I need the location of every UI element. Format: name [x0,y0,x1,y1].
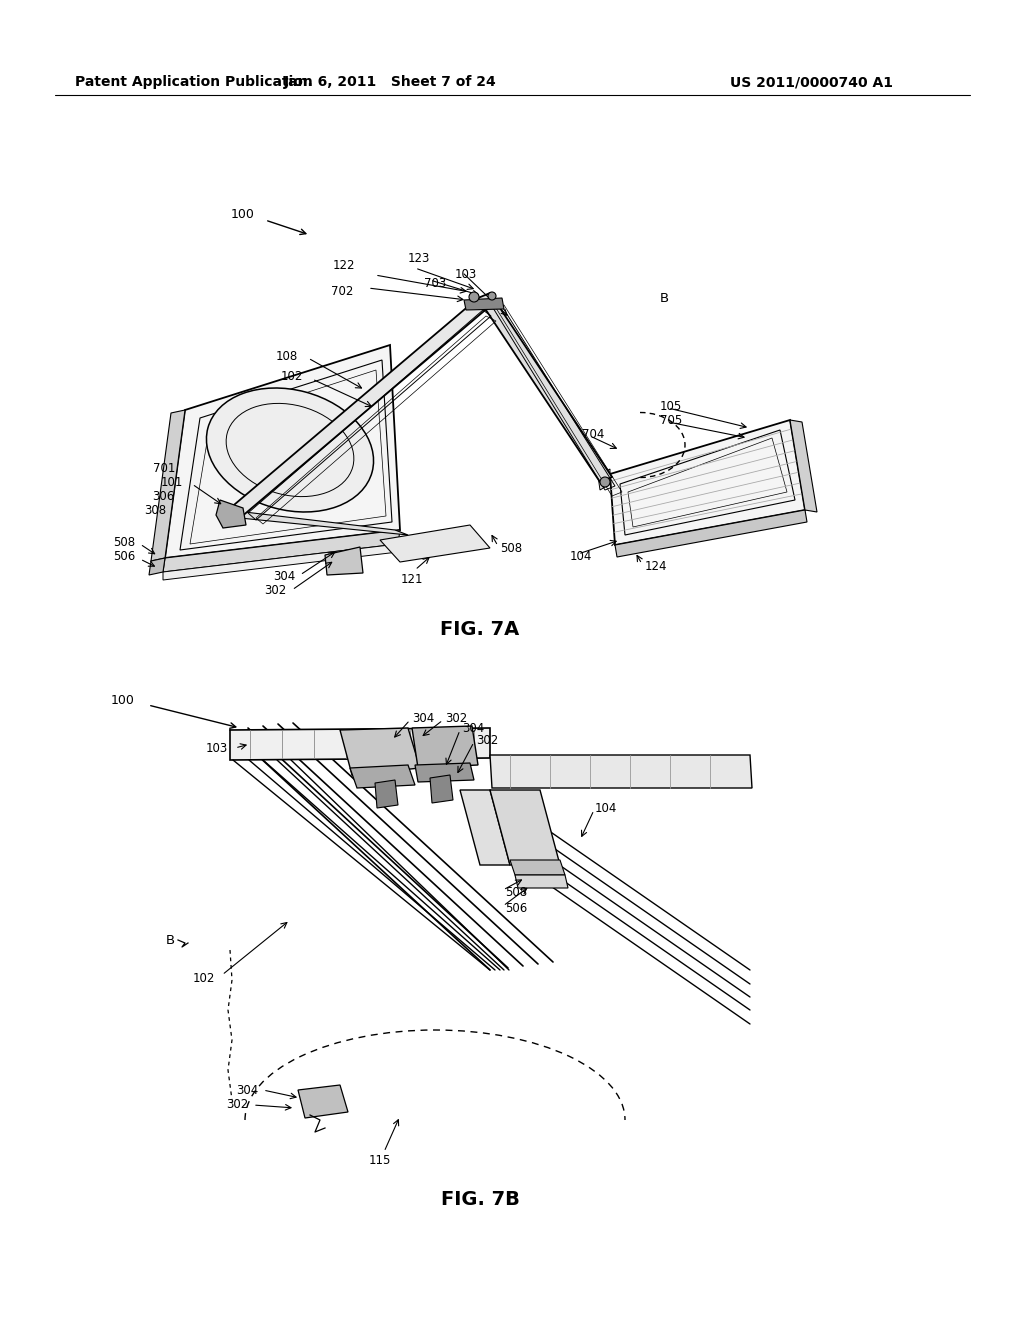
Text: 105: 105 [660,400,682,412]
Text: 306: 306 [152,490,174,503]
Polygon shape [515,875,568,888]
Text: 506: 506 [113,550,135,564]
Text: 302: 302 [445,711,467,725]
Circle shape [488,292,496,300]
Text: 103: 103 [206,742,228,755]
Text: 304: 304 [272,570,295,583]
Text: 104: 104 [595,801,617,814]
Text: 115: 115 [369,1154,391,1167]
Text: Jan. 6, 2011   Sheet 7 of 24: Jan. 6, 2011 Sheet 7 of 24 [284,75,497,88]
Text: 508: 508 [505,886,527,899]
Polygon shape [510,861,565,875]
Text: 103: 103 [455,268,477,281]
Polygon shape [478,293,612,482]
Text: B: B [166,933,175,946]
Text: 705: 705 [660,413,682,426]
Text: 304: 304 [462,722,484,734]
Polygon shape [610,420,805,545]
Circle shape [600,477,610,487]
Text: 702: 702 [331,285,353,298]
Polygon shape [228,510,408,535]
Polygon shape [350,766,415,788]
Circle shape [469,292,479,302]
Text: 302: 302 [225,1098,248,1111]
Polygon shape [216,500,246,528]
Polygon shape [230,729,490,760]
Text: 100: 100 [112,693,135,706]
Text: 304: 304 [412,711,434,725]
Polygon shape [150,558,165,576]
Text: B: B [660,292,669,305]
Text: Patent Application Publication: Patent Application Publication [75,75,312,88]
Text: 704: 704 [582,428,604,441]
Text: 123: 123 [408,252,430,265]
Polygon shape [490,755,752,788]
Polygon shape [228,298,490,517]
Text: 508: 508 [500,541,522,554]
Polygon shape [430,775,453,803]
Text: 703: 703 [424,277,446,290]
Text: 104: 104 [570,549,592,562]
Polygon shape [151,411,185,561]
Polygon shape [615,510,807,557]
Text: 508: 508 [113,536,135,549]
Polygon shape [490,789,560,865]
Polygon shape [298,1085,348,1118]
Text: 101: 101 [161,475,183,488]
Polygon shape [464,298,504,310]
Polygon shape [412,726,478,768]
Polygon shape [325,546,362,576]
Ellipse shape [207,388,374,512]
Text: 100: 100 [231,209,255,222]
Text: 124: 124 [645,560,668,573]
Polygon shape [598,469,610,490]
Polygon shape [163,544,398,579]
Polygon shape [340,729,420,775]
Text: 302: 302 [476,734,499,747]
Text: 304: 304 [236,1084,258,1097]
Text: 108: 108 [275,350,298,363]
Polygon shape [790,420,817,512]
Polygon shape [163,531,400,572]
Text: FIG. 7B: FIG. 7B [440,1191,519,1209]
Text: FIG. 7A: FIG. 7A [440,620,519,639]
Polygon shape [415,763,474,781]
Text: 102: 102 [281,370,303,383]
Text: 302: 302 [264,585,286,598]
Text: 308: 308 [144,503,166,516]
Text: 102: 102 [193,972,215,985]
Polygon shape [380,525,490,562]
Polygon shape [460,789,510,865]
Text: 122: 122 [333,259,355,272]
Polygon shape [165,345,400,558]
Text: US 2011/0000740 A1: US 2011/0000740 A1 [730,75,893,88]
Polygon shape [375,780,398,808]
Text: 121: 121 [400,573,423,586]
Text: 506: 506 [505,902,527,915]
Text: 701: 701 [153,462,175,474]
